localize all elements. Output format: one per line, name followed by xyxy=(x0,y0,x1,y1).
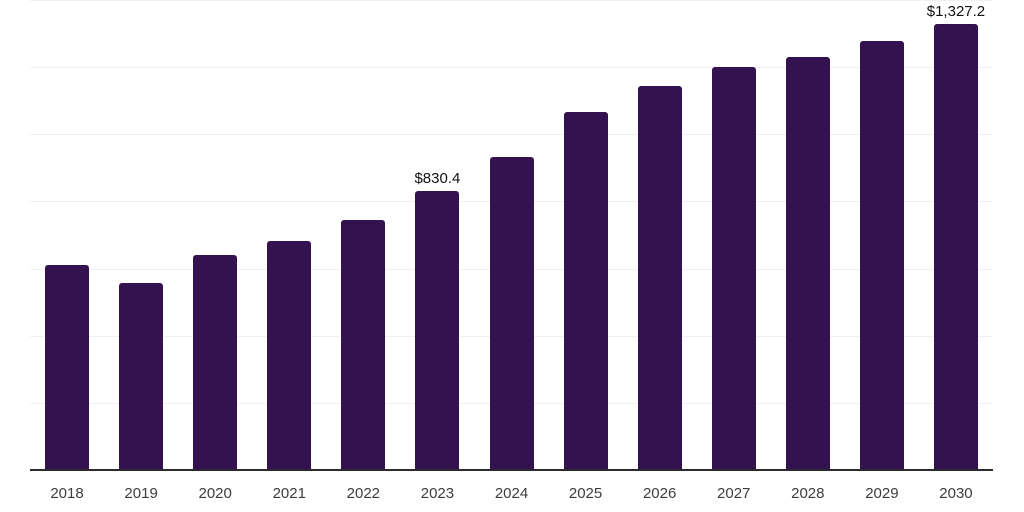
bar-2029 xyxy=(859,40,904,470)
gridline xyxy=(30,67,993,69)
bar-2023 xyxy=(415,191,460,470)
value-label-2030: $1,327.2 xyxy=(926,3,986,21)
x-tick-label: 2020 xyxy=(198,485,232,502)
bar-2019 xyxy=(119,283,164,470)
bar-2025 xyxy=(563,112,608,470)
x-tick-label: 2024 xyxy=(494,485,529,502)
x-tick-label: 2021 xyxy=(272,485,306,502)
bar-2018 xyxy=(45,264,90,470)
bar-2026 xyxy=(637,85,682,470)
bar-2028 xyxy=(785,57,830,470)
gridline xyxy=(30,0,993,1)
x-tick-label: 2025 xyxy=(568,485,603,502)
bar-2022 xyxy=(341,219,386,470)
value-label-2023: $830.4 xyxy=(414,170,461,188)
x-tick-label: 2022 xyxy=(346,485,381,502)
x-tick-label: 2023 xyxy=(420,485,455,502)
bar-2027 xyxy=(711,67,756,470)
bar-2024 xyxy=(489,157,534,470)
bar-2020 xyxy=(193,255,238,470)
x-tick-label: 2026 xyxy=(642,485,677,502)
gridline xyxy=(30,134,993,136)
x-tick-label: 2028 xyxy=(791,485,825,502)
x-tick-label: 2029 xyxy=(865,485,899,502)
x-tick-label: 2019 xyxy=(124,485,158,502)
bar-2021 xyxy=(267,241,312,470)
x-tick-label: 2018 xyxy=(50,485,84,502)
x-tick-label: 2030 xyxy=(939,485,973,502)
x-tick-label: 2027 xyxy=(717,485,751,502)
bar-2030 xyxy=(933,24,978,470)
x-axis-line xyxy=(30,469,993,471)
